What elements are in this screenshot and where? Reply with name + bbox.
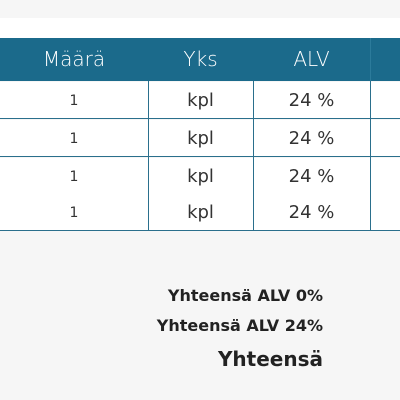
grand-total-label: Yhteensä [217, 347, 323, 371]
column-header[interactable]: ALV [293, 47, 330, 71]
column-header[interactable]: Yks [183, 47, 218, 71]
total-label: Yhteensä ALV 0% [167, 286, 323, 305]
table-cell: kpl [187, 202, 214, 223]
table-row: 1 kpl 24 % [0, 82, 400, 119]
table-cell: 1 [69, 131, 79, 147]
column-line [370, 81, 371, 231]
table-cell: 24 % [288, 128, 335, 149]
table-row: 1 kpl 24 % [0, 194, 400, 231]
column-line [148, 81, 149, 231]
column-header[interactable]: Määrä [42, 47, 106, 71]
table-row: 1 kpl 24 % [0, 158, 400, 195]
table-cell: 1 [69, 205, 79, 221]
table-cell: 24 % [288, 166, 335, 187]
table-cell: 1 [69, 93, 79, 109]
separator [370, 38, 371, 81]
total-label: Yhteensä ALV 24% [156, 316, 323, 335]
table-cell: 24 % [288, 202, 335, 223]
table-cell: 24 % [288, 90, 335, 111]
table-header: Määrä Yks ALV [0, 38, 400, 81]
column-line [253, 81, 254, 231]
table-row: 1 kpl 24 % [0, 120, 400, 157]
table-cell: kpl [187, 128, 214, 149]
table-cell: kpl [187, 90, 214, 111]
table-cell: kpl [187, 166, 214, 187]
band [0, 18, 400, 38]
table-cell: 1 [69, 169, 79, 185]
